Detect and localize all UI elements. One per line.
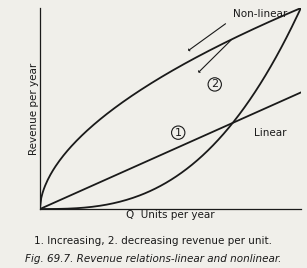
Text: 1. Increasing, 2. decreasing revenue per unit.: 1. Increasing, 2. decreasing revenue per… xyxy=(34,236,273,246)
Text: 1: 1 xyxy=(175,128,182,138)
X-axis label: Q  Units per year: Q Units per year xyxy=(126,210,215,220)
Y-axis label: Revenue per year: Revenue per year xyxy=(29,62,38,155)
Text: Non-linear: Non-linear xyxy=(233,9,287,19)
Text: 2: 2 xyxy=(211,79,218,90)
Text: Fig. 69.7. Revenue relations-linear and nonlinear.: Fig. 69.7. Revenue relations-linear and … xyxy=(25,254,282,264)
Text: Linear: Linear xyxy=(254,128,286,138)
